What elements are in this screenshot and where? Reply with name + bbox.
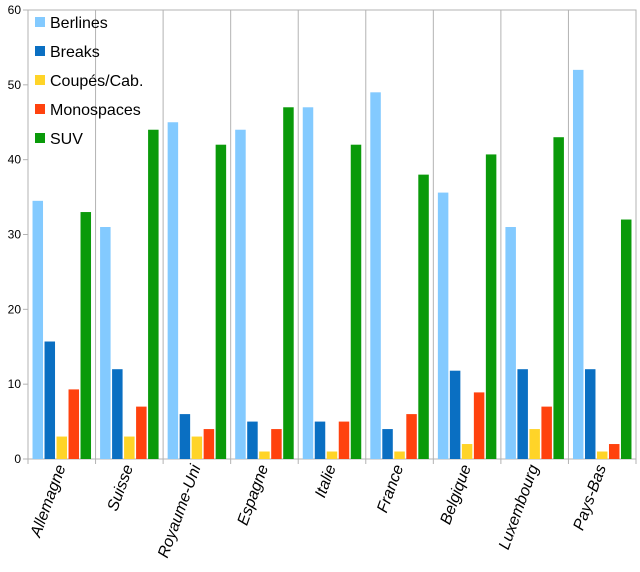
bar-suv [620,219,632,459]
bar-area [32,69,632,460]
bar-monospaces [271,429,282,459]
bar-breaks [382,429,393,459]
bar-monospaces [136,406,147,459]
category-label: Belgique [438,462,475,526]
y-tick-label: 60 [8,3,22,17]
bar-suv [485,154,497,459]
bar-coup-s-cab [259,451,270,459]
bar-berlines [32,200,44,459]
bar-suv [215,144,227,459]
category-label: Italie [312,462,340,500]
legend-label: Breaks [50,44,100,61]
bar-breaks [247,421,258,459]
legend-swatch [35,17,45,27]
bar-berlines [302,107,314,460]
bar-coup-s-cab [56,436,68,459]
bar-suv [553,137,564,459]
y-tick-label: 20 [8,302,22,316]
bar-coup-s-cab [461,444,473,459]
bar-monospaces [338,421,350,459]
bar-monospaces [608,444,620,459]
bar-coup-s-cab [326,451,338,459]
y-tick-label: 0 [14,452,21,466]
bar-breaks [517,369,528,459]
bar-suv [148,129,159,459]
bar-suv [80,212,92,459]
legend-label: Monospaces [50,102,141,119]
bar-berlines [370,92,381,460]
y-tick-label: 40 [8,153,22,167]
y-tick-label: 10 [8,377,22,391]
y-tick-label: 50 [8,78,22,92]
bar-berlines [437,192,449,460]
bar-suv [418,174,429,459]
legend-swatch [35,104,45,114]
y-axis-ticks: 0 10 20 30 40 50 60 [8,3,28,466]
bar-breaks [449,370,461,459]
legend-swatch [35,133,45,143]
bar-coup-s-cab [529,429,540,459]
bar-monospaces [541,406,552,459]
category-label: Pays-Bas [571,463,610,533]
bar-berlines [167,122,179,459]
category-label: France [374,462,407,515]
bar-coup-s-cab [394,451,405,459]
category-label: Allemagne [27,462,69,540]
legend-swatch [35,46,45,56]
bar-berlines [100,227,111,459]
bar-monospaces [203,429,215,459]
legend-label: SUV [50,131,83,148]
legend: Berlines Breaks Coupés/Cab. Monospaces SUV [35,15,143,148]
bar-coup-s-cab [124,436,135,459]
legend-label: Berlines [50,15,108,32]
bar-breaks [584,369,596,459]
bar-monospaces [406,414,417,459]
category-label: Royaume-Uni [155,462,205,560]
legend-label: Coupés/Cab. [50,73,143,90]
bar-breaks [44,341,56,459]
x-axis-categories: Allemagne Suisse Royaume-Uni Espagne Italie F… [27,462,610,560]
category-label: Suisse [105,462,137,513]
bar-coup-s-cab [596,451,608,459]
bar-monospaces [473,392,485,459]
bar-berlines [505,227,516,459]
bar-berlines [572,69,584,459]
bar-coup-s-cab [191,436,203,459]
bar-monospaces [68,389,80,459]
bar-suv [283,107,294,460]
legend-swatch [35,75,45,85]
y-tick-label: 30 [8,228,22,242]
bar-berlines [235,129,246,459]
bar-breaks [314,421,326,459]
bar-breaks [179,414,191,459]
category-label: Luxembourg [496,462,542,551]
bar-breaks [112,369,123,459]
bar-suv [350,144,362,459]
category-label: Espagne [235,462,273,527]
